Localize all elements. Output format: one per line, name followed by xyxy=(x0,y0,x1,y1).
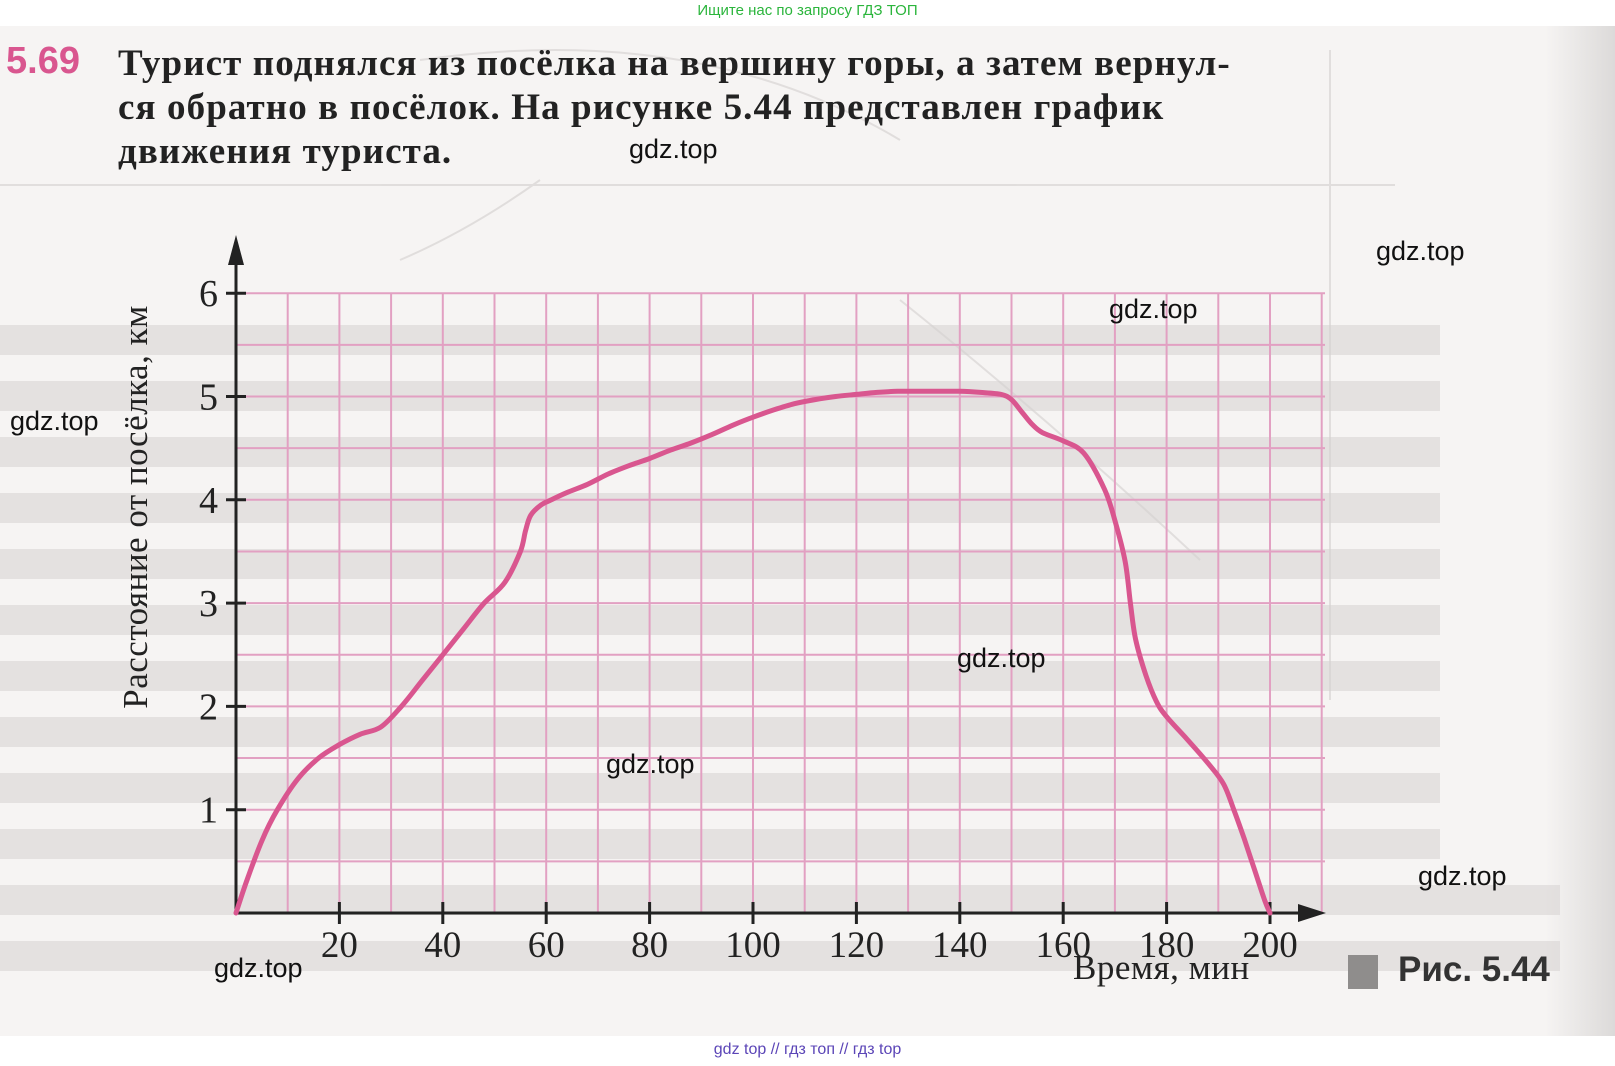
task-text-line-2: ся обратно в посёлок. На рисунке 5.44 пр… xyxy=(118,87,1165,128)
x-tick-label: 140 xyxy=(932,925,988,966)
x-axis-label: Время, мин xyxy=(1073,948,1250,987)
x-tick-label: 40 xyxy=(424,925,461,966)
x-tick-label: 20 xyxy=(321,925,358,966)
y-tick-label: 3 xyxy=(199,583,218,625)
watermark: gdz.top xyxy=(214,953,303,983)
watermark: gdz.top xyxy=(1418,861,1507,891)
y-tick-label: 6 xyxy=(199,273,218,315)
y-tick-label: 1 xyxy=(199,790,218,832)
y-axis-arrow xyxy=(228,235,244,265)
watermark: gdz.top xyxy=(606,749,695,779)
y-tick-label: 4 xyxy=(199,480,218,522)
x-axis-arrow xyxy=(1298,904,1326,922)
watermark: gdz.top xyxy=(629,134,718,164)
x-tick-label: 100 xyxy=(725,925,781,966)
task-text-line-3: движения туриста. xyxy=(118,131,453,172)
watermark: gdz.top xyxy=(957,643,1046,673)
watermark: gdz.top xyxy=(1376,236,1465,266)
x-tick-label: 60 xyxy=(528,925,565,966)
figure-caption: Рис. 5.44 xyxy=(1398,950,1550,989)
textbook-page xyxy=(0,26,1615,1036)
figure-marker-square xyxy=(1348,955,1378,989)
task-number: 5.69 xyxy=(6,40,80,82)
x-tick-label: 200 xyxy=(1242,925,1298,966)
task-text-line-1: Турист поднялся из посёлка на вершину го… xyxy=(118,43,1231,84)
search-hint: Ищите нас по запросу ГДЗ ТОП xyxy=(697,2,918,19)
x-tick-label: 80 xyxy=(631,925,668,966)
x-tick-label: 120 xyxy=(829,925,885,966)
watermark: gdz.top xyxy=(1109,294,1198,324)
y-axis-label: Расстояние от посёлка, км xyxy=(116,305,155,708)
watermark: gdz.top xyxy=(10,406,99,436)
distance-series-line xyxy=(233,388,1273,916)
x-tick-label: 180 xyxy=(1139,925,1195,966)
footer-links: gdz top // гдз топ // гдз top xyxy=(713,1041,902,1058)
x-tick-label: 160 xyxy=(1035,925,1091,966)
y-tick-label: 5 xyxy=(199,377,218,419)
y-tick-label: 2 xyxy=(199,686,218,728)
